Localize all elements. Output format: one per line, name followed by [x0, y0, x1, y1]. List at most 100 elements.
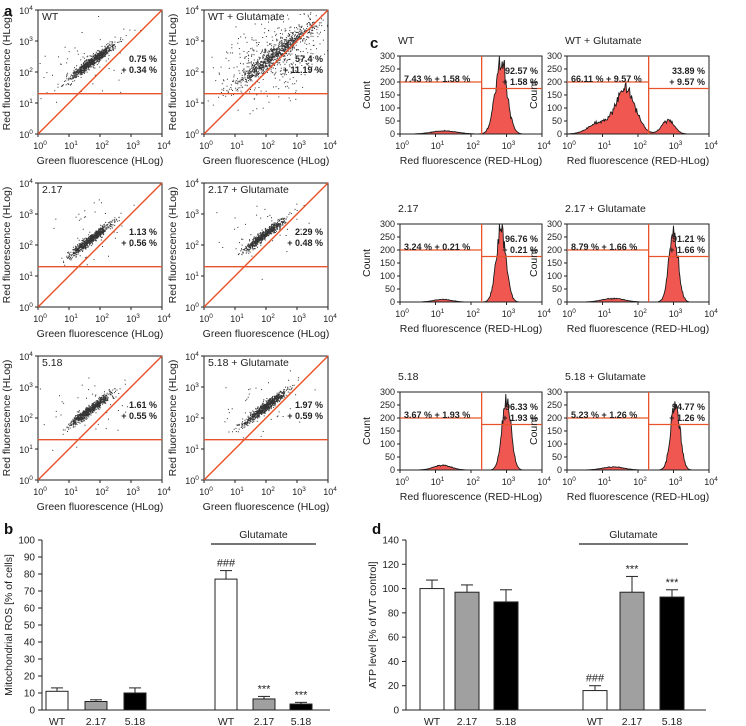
tick-base: 10 — [19, 6, 29, 16]
tick-exponent: 1 — [195, 444, 199, 451]
x-tick-label: 103 — [669, 476, 683, 487]
y-tick-label: 300 — [380, 387, 395, 397]
right-gate-value: 96.33 % — [505, 402, 538, 412]
y-tick-label: 250 — [547, 400, 562, 410]
x-tick-label: 103 — [126, 140, 140, 151]
left-gate-value: 3.67 % + 1.93 % — [404, 410, 470, 420]
category-label: 2.17 — [457, 716, 478, 726]
x-tick-label: 101 — [431, 308, 445, 319]
tick-base: 10 — [292, 314, 302, 324]
tick-base: 10 — [537, 477, 547, 487]
category-label: 2.17 — [254, 716, 275, 726]
y-tick-label: 250 — [547, 232, 562, 242]
tick-exponent: 2 — [105, 486, 109, 493]
x-tick-label: 102 — [633, 140, 647, 151]
tick-base: 10 — [633, 477, 643, 487]
y-axis-label: Count — [361, 417, 373, 445]
y-tick-label: 50 — [552, 116, 562, 126]
tick-exponent: 0 — [43, 140, 47, 147]
x-tick-label: 103 — [292, 486, 306, 497]
quadrant-value: 57.4 % — [295, 54, 323, 64]
tick-base: 10 — [19, 68, 29, 78]
tick-exponent: 2 — [271, 486, 275, 493]
tick-exponent: 4 — [195, 5, 199, 12]
x-tick-label: 104 — [704, 308, 718, 319]
tick-base: 10 — [598, 477, 608, 487]
y-tick-label: 250 — [380, 400, 395, 410]
scatter-dots — [39, 377, 128, 451]
tick-exponent: 1 — [608, 140, 612, 147]
y-tick-label: 100 — [380, 103, 395, 113]
panel-c-letter: c — [370, 35, 378, 52]
panel-a-letter: a — [4, 3, 13, 20]
tick-exponent: 0 — [209, 486, 213, 493]
tick-base: 10 — [323, 314, 333, 324]
y-tick-label: 100 — [185, 475, 199, 486]
tick-exponent: 3 — [679, 476, 683, 483]
tick-exponent: 3 — [512, 140, 516, 147]
bar-2-17 — [619, 591, 645, 711]
x-axis-label: Red fluorescence (RED-HLog) — [400, 155, 542, 167]
tick-base: 10 — [185, 37, 195, 47]
x-tick-label: 102 — [95, 486, 109, 497]
x-tick-label: 100 — [33, 313, 47, 324]
tick-exponent: 0 — [572, 476, 576, 483]
y-tick-label: 103 — [185, 36, 199, 47]
x-tick-label: 100 — [395, 476, 409, 487]
tick-exponent: 2 — [271, 140, 275, 147]
x-tick-label: 103 — [669, 140, 683, 151]
y-tick-label: 104 — [19, 5, 33, 16]
tick-base: 10 — [323, 141, 333, 151]
panel-b-letter: b — [4, 521, 13, 538]
y-tick-label: 0 — [390, 465, 395, 475]
y-tick-label: 100 — [547, 439, 562, 449]
tick-base: 10 — [669, 477, 679, 487]
tick-base: 10 — [395, 477, 405, 487]
x-axis-label: Red fluorescence (RED-HLog) — [567, 155, 709, 167]
bar-wt — [45, 690, 69, 711]
x-tick-label: 103 — [126, 486, 140, 497]
y-tick-label: 20 — [388, 681, 400, 692]
diagonal-gate-line — [203, 9, 329, 135]
tick-exponent: 0 — [29, 302, 33, 309]
tick-base: 10 — [64, 487, 74, 497]
y-tick-label: 250 — [547, 64, 562, 74]
x-tick-label: 100 — [199, 486, 213, 497]
tick-exponent: 0 — [405, 140, 409, 147]
x-tick-label: 101 — [431, 476, 445, 487]
tick-exponent: 1 — [240, 140, 244, 147]
tick-base: 10 — [323, 487, 333, 497]
tick-base: 10 — [157, 487, 167, 497]
tick-base: 10 — [230, 141, 240, 151]
tick-exponent: 2 — [271, 313, 275, 320]
x-tick-label: 104 — [157, 313, 171, 324]
tick-exponent: 0 — [209, 313, 213, 320]
tick-base: 10 — [199, 487, 209, 497]
x-tick-label: 103 — [502, 140, 516, 151]
y-tick-label: 150 — [380, 426, 395, 436]
plot-title: 5.18 — [398, 371, 419, 383]
histogram-3: 100 101 102 103 1040501001502002503002.173.2… — [361, 203, 551, 335]
tick-exponent: 3 — [512, 476, 516, 483]
scatter-dots — [53, 199, 135, 272]
tick-exponent: 2 — [105, 140, 109, 147]
y-tick-label: 0 — [557, 465, 562, 475]
x-tick-label: 101 — [230, 486, 244, 497]
y-tick-label: 100 — [547, 271, 562, 281]
right-gate-value-error: + 1.26 % — [669, 413, 705, 423]
x-tick-label: 104 — [157, 486, 171, 497]
tick-exponent: 1 — [441, 308, 445, 315]
x-tick-label: 104 — [323, 486, 337, 497]
y-tick-label: 103 — [185, 382, 199, 393]
y-tick-label: 50 — [385, 284, 395, 294]
x-axis-label: Red fluorescence (RED-HLog) — [400, 491, 542, 503]
x-axis-label: Green fluorescence (HLog) — [203, 155, 330, 167]
tick-base: 10 — [185, 445, 195, 455]
x-tick-label: 103 — [292, 313, 306, 324]
significance-label: ### — [217, 558, 236, 570]
x-axis-label: Green fluorescence (HLog) — [203, 328, 330, 340]
tick-base: 10 — [669, 141, 679, 151]
x-tick-label: 103 — [292, 140, 306, 151]
